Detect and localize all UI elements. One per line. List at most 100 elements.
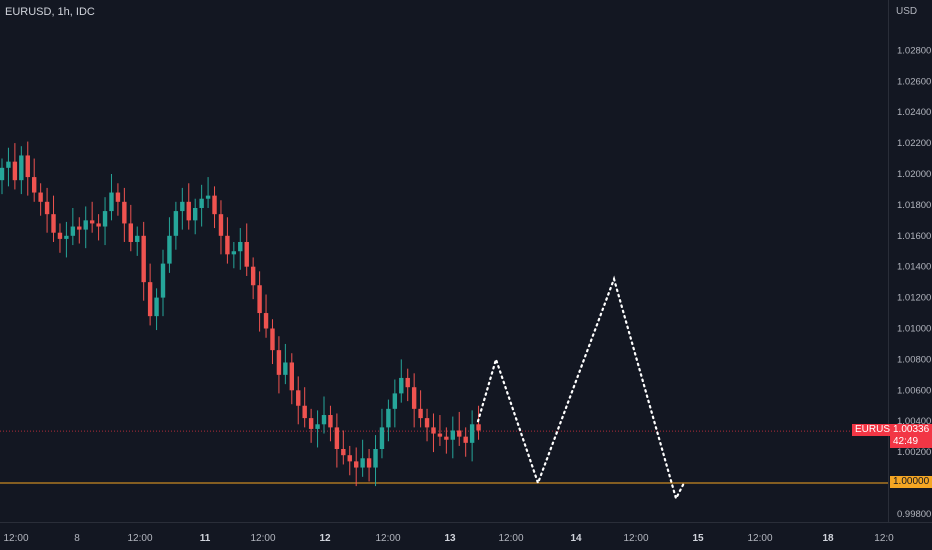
time-tick-label: 12:00: [250, 533, 275, 544]
time-axis-border: [0, 522, 932, 523]
candle-body: [193, 207, 198, 221]
candle-body: [147, 282, 153, 317]
candle-body: [463, 436, 468, 443]
candle-body: [89, 220, 95, 224]
time-tick-label: 12:00: [127, 533, 152, 544]
price-tick-label: 1.01800: [897, 200, 931, 211]
candle-body: [405, 377, 410, 388]
time-tick-label: 13: [444, 533, 456, 544]
time-tick-label: 12:00: [747, 533, 772, 544]
price-tick-label: 1.01600: [897, 231, 931, 242]
candle-body: [354, 461, 359, 468]
candle-body: [418, 408, 423, 419]
candle-body: [469, 424, 475, 443]
candle-body: [321, 415, 327, 425]
candle-body: [328, 415, 333, 428]
candle-body: [444, 436, 449, 440]
projection-zigzag-line: [476, 275, 686, 502]
candle-body: [205, 195, 211, 199]
candle-body: [128, 223, 133, 242]
candle-body: [186, 201, 191, 221]
price-tick-label: 1.00200: [897, 447, 931, 458]
candle-body: [0, 167, 5, 181]
candle-body: [263, 313, 269, 329]
candle-body: [347, 455, 352, 462]
candle-body: [44, 201, 50, 215]
current-price-tag: 1.00336: [890, 424, 932, 436]
price-tick-label: 0.99800: [897, 509, 931, 520]
axis-currency: USD: [896, 6, 918, 17]
candle-body: [360, 458, 365, 468]
candle-body: [212, 195, 217, 215]
time-tick-label: 12:00: [3, 533, 28, 544]
candle-body: [431, 427, 436, 434]
candle-body: [141, 235, 146, 283]
level-price-tag: 1.00000: [890, 476, 932, 488]
candle-body: [270, 328, 275, 351]
bar-countdown-tag: 42:49: [890, 436, 932, 448]
candle-body: [437, 433, 443, 437]
candle-body: [102, 211, 108, 227]
candle-body: [366, 458, 372, 468]
price-tick-label: 1.01400: [897, 262, 931, 273]
price-tick-label: 1.00800: [897, 354, 931, 365]
time-tick-label: 18: [822, 533, 834, 544]
time-tick-label: 8: [74, 533, 80, 544]
candle-body: [231, 251, 237, 255]
candle-body: [122, 201, 127, 224]
candle-body: [302, 405, 307, 419]
price-tick-label: 1.01000: [897, 324, 931, 335]
time-tick-label: 12:00: [375, 533, 400, 544]
candle-body: [38, 192, 43, 202]
candle-body: [12, 161, 18, 181]
candle-body: [160, 263, 166, 298]
price-tick-label: 1.02000: [897, 169, 931, 180]
candle-body: [334, 427, 340, 450]
candle-body: [379, 427, 385, 450]
candle-body: [83, 220, 88, 230]
candle-body: [250, 266, 256, 286]
candle-body: [411, 387, 417, 409]
candle-body: [308, 418, 314, 429]
candle-body: [457, 430, 462, 437]
candle-body: [225, 235, 230, 255]
time-tick-label: 15: [692, 533, 704, 544]
candle-body: [70, 226, 76, 236]
price-axis-border: [888, 0, 889, 522]
price-tick-label: 1.02600: [897, 76, 931, 87]
time-tick-label: 12:0: [874, 533, 894, 544]
candle-body: [32, 177, 37, 193]
chart-title: EURUSD, 1h, IDC: [5, 6, 95, 18]
time-tick-label: 11: [200, 533, 211, 544]
price-tick-label: 1.01200: [897, 293, 931, 304]
candle-body: [276, 350, 282, 375]
price-tick-label: 1.00400: [897, 416, 931, 427]
candle-body: [96, 223, 101, 227]
symbol-tag: EURUSD: [852, 424, 901, 436]
candle-body: [218, 214, 224, 236]
time-tick-label: 12:00: [498, 533, 523, 544]
time-tick-label: 12: [319, 533, 331, 544]
candle-body: [296, 390, 301, 406]
candle-body: [424, 418, 430, 428]
candle-body: [167, 235, 172, 264]
candle-body: [257, 285, 262, 314]
candle-body: [392, 393, 398, 409]
candle-body: [386, 408, 391, 428]
candle-body: [19, 155, 24, 181]
candle-body: [244, 241, 249, 267]
candle-body: [109, 192, 114, 212]
candle-body: [64, 235, 69, 239]
candle-body: [25, 155, 30, 178]
candle-body: [77, 226, 82, 230]
candle-body: [57, 232, 63, 239]
candle-body: [399, 377, 404, 394]
candle-body: [238, 241, 243, 252]
candle-body: [283, 362, 288, 375]
price-tick-label: 1.02200: [897, 138, 931, 149]
candle-body: [180, 201, 185, 212]
candle-body: [341, 449, 346, 456]
time-tick-label: 14: [570, 533, 582, 544]
